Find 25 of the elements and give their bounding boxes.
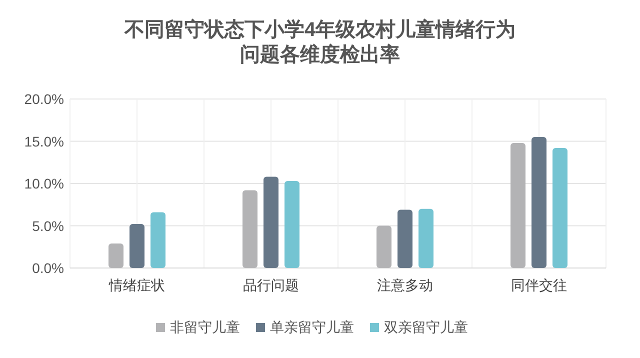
bar [510, 142, 526, 268]
bar [150, 212, 166, 268]
legend-label: 双亲留守儿童 [384, 319, 468, 335]
y-tick-label: 5.0% [32, 218, 64, 234]
x-tick-label: 同伴交往 [511, 277, 567, 293]
bar [532, 137, 546, 268]
bar [242, 190, 258, 268]
y-tick-label: 0.0% [32, 260, 64, 276]
legend-label: 非留守儿童 [170, 319, 240, 335]
bar [398, 210, 412, 268]
chart-title: 不同留守状态下小学4年级农村儿童情绪行为问题各维度检出率 [123, 18, 516, 66]
x-tick-label: 注意多动 [377, 277, 433, 293]
x-tick-label: 品行问题 [243, 277, 299, 293]
bar [264, 176, 278, 268]
bar [284, 180, 300, 268]
bar [130, 224, 144, 268]
bar [108, 243, 124, 268]
y-tick-label: 10.0% [24, 176, 64, 192]
legend-label: 单亲留守儿童 [270, 319, 354, 335]
bar [552, 148, 568, 268]
bar [376, 226, 392, 268]
x-tick-label: 情绪症状 [108, 277, 165, 293]
bar [418, 208, 434, 268]
y-tick-label: 15.0% [24, 133, 64, 150]
y-tick-label: 20.0% [24, 91, 64, 107]
